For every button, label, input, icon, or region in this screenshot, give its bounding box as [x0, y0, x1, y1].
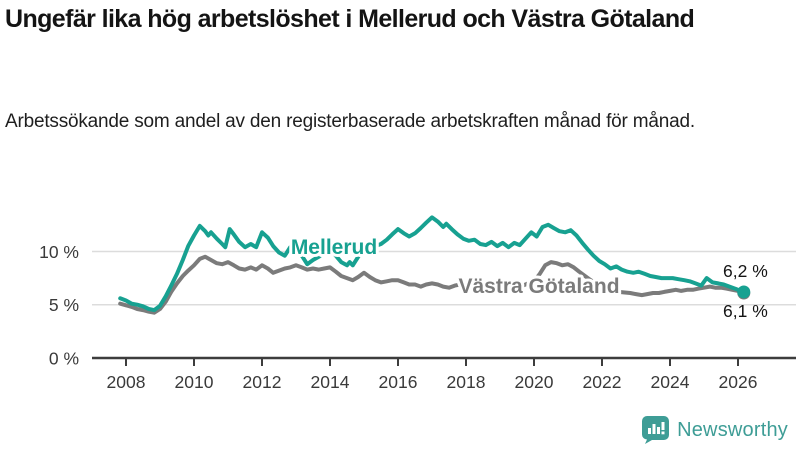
x-axis-tick-label: 2016 [379, 372, 418, 392]
end-value-label: 6,1 % [723, 301, 768, 321]
y-axis-tick-label: 0 % [49, 349, 79, 369]
end-value-label: 6,2 % [723, 261, 768, 281]
x-axis-tick-label: 2012 [243, 372, 282, 392]
x-axis-tick-label: 2014 [311, 372, 350, 392]
series-label-mellerud: Mellerud [291, 236, 377, 259]
line-chart: 0 % 5 % 10 % 2008 2010 2012 2014 2016 2018 2020 20… [0, 195, 800, 415]
series-end-dot [737, 285, 751, 299]
series-label-v-stra-g-taland: Västra Götaland [458, 275, 619, 298]
series-line-v-stra-g-taland [118, 254, 746, 315]
y-axis-tick-label: 5 % [49, 295, 79, 315]
line-chart-svg: 0 % 5 % 10 % 2008 2010 2012 2014 2016 2018 2020 20… [39, 215, 796, 392]
x-axis-tick-label: 2008 [107, 372, 146, 392]
x-axis-tick-label: 2022 [583, 372, 622, 392]
newsworthy-logo: Newsworthy [642, 416, 788, 444]
newsworthy-wordmark: Newsworthy [677, 418, 788, 441]
page-title: Ungefär lika hög arbetslöshet i Mellerud… [5, 5, 695, 33]
chart-subtitle: Arbetssökande som andel av den registerb… [5, 111, 695, 132]
x-axis-tick-label: 2024 [651, 372, 690, 392]
x-axis-tick-label: 2010 [175, 372, 214, 392]
series-line-mellerud [118, 215, 746, 313]
x-axis-tick-label: 2026 [719, 372, 758, 392]
x-axis-tick-label: 2018 [447, 372, 486, 392]
x-axis-tick-label: 2020 [515, 372, 554, 392]
y-axis-tick-label: 10 % [39, 242, 79, 262]
newsworthy-bubble-chart-icon [642, 416, 670, 444]
